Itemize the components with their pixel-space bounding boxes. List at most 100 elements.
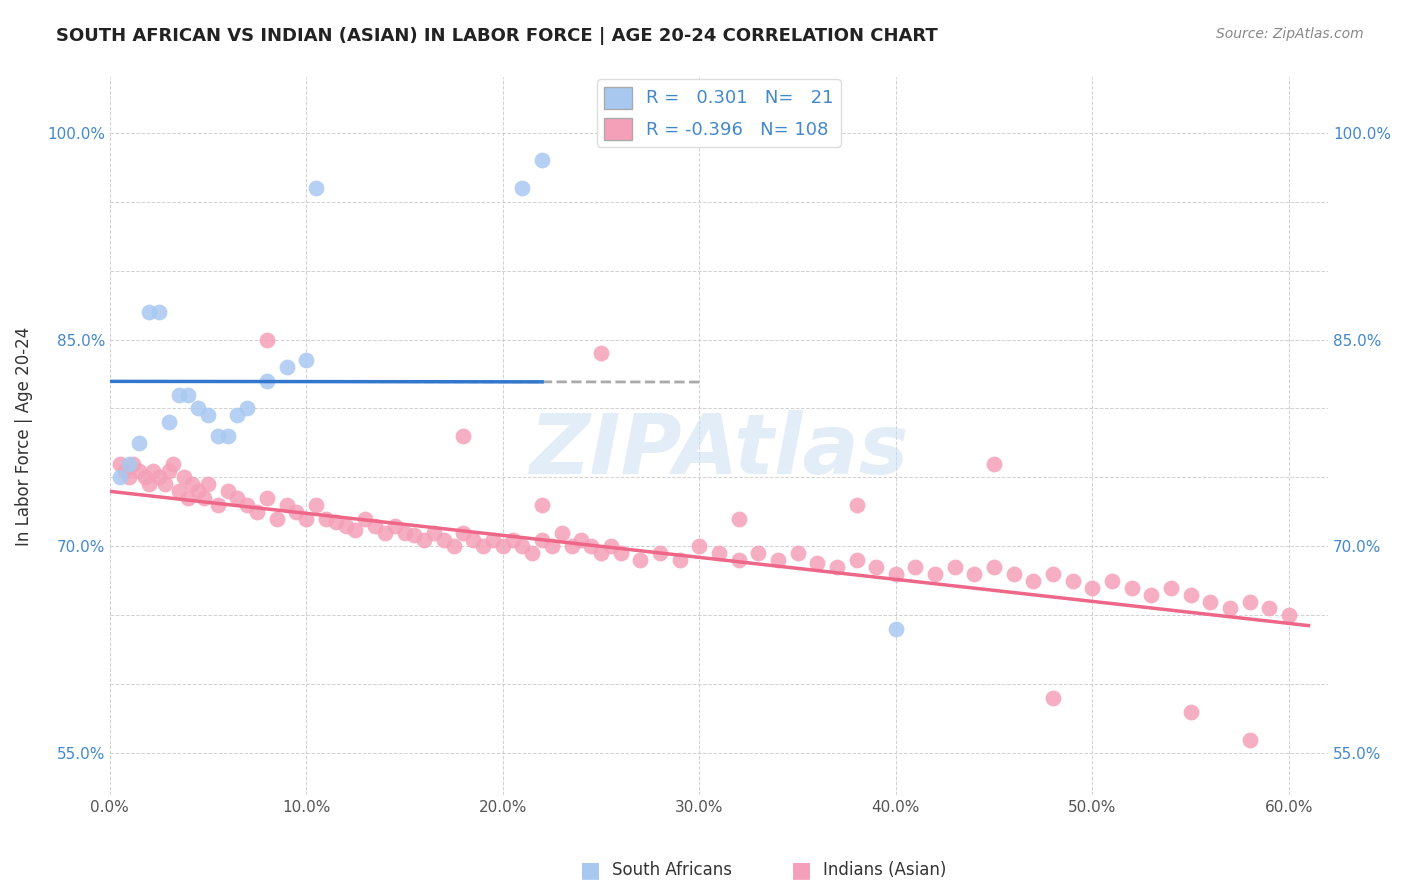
Point: [1278, 608, 1301, 623]
Point: [335, 856, 357, 871]
Point: [1121, 581, 1143, 595]
Point: [236, 401, 259, 416]
Point: [138, 305, 160, 319]
Text: South Africans: South Africans: [612, 861, 731, 879]
Point: [162, 457, 184, 471]
Point: [1140, 588, 1163, 602]
Point: [157, 464, 180, 478]
Point: [354, 512, 377, 526]
Point: [217, 429, 239, 443]
Point: [315, 512, 337, 526]
Point: [845, 553, 868, 567]
Point: [463, 533, 485, 547]
Point: [599, 540, 621, 554]
Text: SOUTH AFRICAN VS INDIAN (ASIAN) IN LABOR FORCE | AGE 20-24 CORRELATION CHART: SOUTH AFRICAN VS INDIAN (ASIAN) IN LABOR…: [56, 27, 938, 45]
Point: [571, 533, 593, 547]
Point: [482, 533, 505, 547]
Point: [384, 518, 406, 533]
Point: [983, 457, 1005, 471]
Point: [1239, 732, 1261, 747]
Point: [236, 498, 259, 512]
Point: [492, 540, 515, 554]
Point: [114, 464, 136, 478]
Point: [531, 533, 554, 547]
Point: [138, 477, 160, 491]
Point: [531, 153, 554, 168]
Point: [747, 546, 769, 560]
Text: ■: ■: [581, 860, 600, 880]
Point: [884, 567, 907, 582]
Point: [167, 484, 190, 499]
Point: [628, 553, 651, 567]
Point: [433, 533, 456, 547]
Point: [295, 353, 318, 368]
Point: [173, 470, 195, 484]
Point: [579, 540, 602, 554]
Point: [167, 387, 190, 401]
Legend: R =   0.301   N=   21, R = -0.396   N= 108: R = 0.301 N= 21, R = -0.396 N= 108: [598, 79, 841, 147]
Point: [217, 484, 239, 499]
Point: [453, 429, 475, 443]
Y-axis label: In Labor Force | Age 20-24: In Labor Force | Age 20-24: [15, 326, 32, 546]
Point: [963, 567, 986, 582]
Point: [187, 484, 209, 499]
Point: [197, 409, 219, 423]
Point: [845, 498, 868, 512]
Point: [1199, 594, 1222, 608]
Point: [512, 181, 534, 195]
Point: [374, 525, 396, 540]
Point: [1219, 601, 1241, 615]
Point: [128, 464, 150, 478]
Point: [688, 540, 710, 554]
Point: [226, 491, 249, 505]
Point: [207, 429, 229, 443]
Point: [207, 498, 229, 512]
Point: [256, 333, 278, 347]
Point: [766, 553, 789, 567]
Point: [561, 540, 583, 554]
Point: [181, 477, 204, 491]
Point: [374, 856, 396, 871]
Point: [423, 525, 446, 540]
Point: [924, 567, 946, 582]
Point: [648, 546, 671, 560]
Point: [727, 512, 749, 526]
Point: [522, 546, 544, 560]
Point: [285, 505, 308, 519]
Point: [148, 470, 170, 484]
Point: [108, 470, 131, 484]
Point: [648, 871, 671, 885]
Point: [305, 181, 328, 195]
Point: [1180, 588, 1202, 602]
Point: [108, 457, 131, 471]
Point: [1239, 594, 1261, 608]
Point: [1022, 574, 1045, 588]
Point: [884, 622, 907, 636]
Point: [589, 546, 612, 560]
Point: [226, 409, 249, 423]
Point: [148, 305, 170, 319]
Point: [177, 491, 200, 505]
Point: [806, 556, 828, 570]
Point: [551, 525, 574, 540]
Point: [472, 540, 495, 554]
Point: [276, 360, 298, 375]
Point: [865, 560, 887, 574]
Point: [1258, 601, 1281, 615]
Text: ■: ■: [792, 860, 811, 880]
Point: [1180, 705, 1202, 719]
Point: [943, 560, 966, 574]
Text: ZIPAtlas: ZIPAtlas: [529, 410, 908, 491]
Point: [1101, 574, 1123, 588]
Point: [707, 546, 730, 560]
Point: [1062, 574, 1084, 588]
Point: [177, 387, 200, 401]
Point: [502, 533, 524, 547]
Point: [1081, 581, 1104, 595]
Point: [187, 401, 209, 416]
Point: [197, 477, 219, 491]
Point: [1002, 567, 1025, 582]
Point: [609, 546, 631, 560]
Point: [325, 515, 347, 529]
Point: [404, 528, 426, 542]
